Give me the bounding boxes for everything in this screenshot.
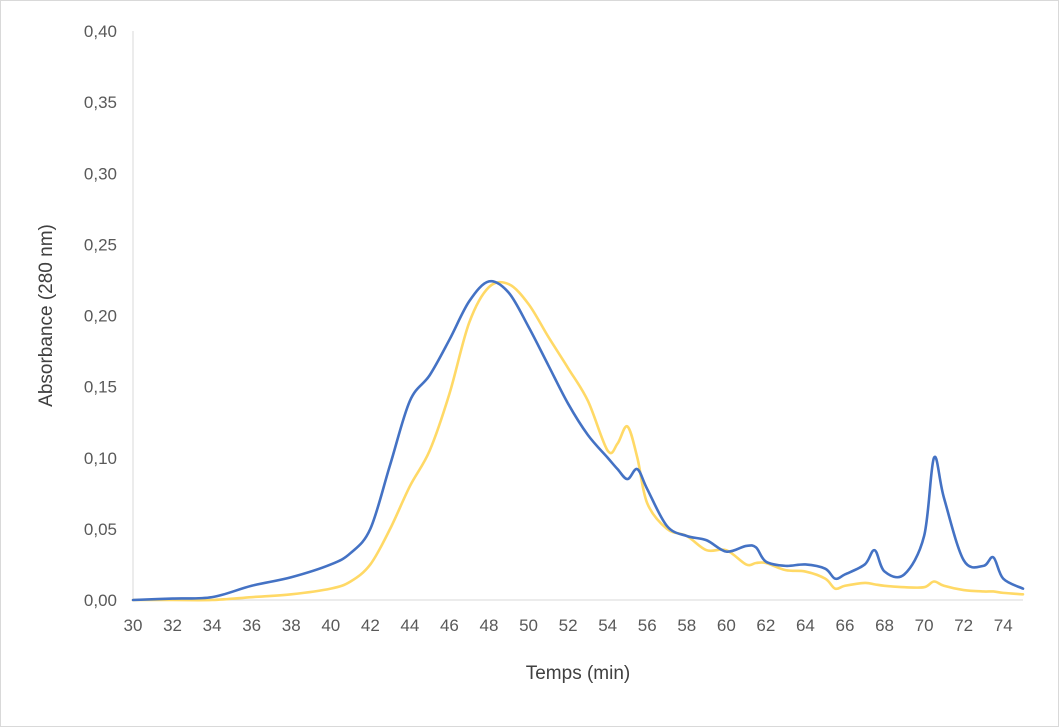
y-tick-label: 0,10: [84, 449, 117, 468]
y-tick-label: 0,05: [84, 520, 117, 539]
y-tick-label: 0,35: [84, 93, 117, 112]
x-tick-label: 72: [954, 616, 973, 635]
x-tick-label: 34: [203, 616, 222, 635]
x-tick-label: 32: [163, 616, 182, 635]
x-tick-label: 52: [559, 616, 578, 635]
x-tick-label: 68: [875, 616, 894, 635]
x-tick-label: 48: [480, 616, 499, 635]
x-tick-label: 50: [519, 616, 538, 635]
x-tick-label: 36: [242, 616, 261, 635]
x-tick-label: 46: [440, 616, 459, 635]
y-tick-label: 0,30: [84, 164, 117, 183]
y-tick-label: 0,20: [84, 307, 117, 326]
y-tick-label: 0,40: [84, 22, 117, 41]
x-tick-label: 74: [994, 616, 1013, 635]
y-tick-label: 0,15: [84, 378, 117, 397]
x-tick-label: 58: [677, 616, 696, 635]
x-tick-label: 62: [756, 616, 775, 635]
x-tick-label: 54: [598, 616, 617, 635]
x-axis-title: Temps (min): [526, 663, 631, 684]
x-tick-label: 38: [282, 616, 301, 635]
x-tick-label: 64: [796, 616, 815, 635]
y-tick-label: 0,25: [84, 235, 117, 254]
x-tick-labels: 30 32 34 36 38 40 42 44 46 48 50 52 54 56 58 60 62 64 66 68…: [124, 616, 1013, 635]
series-lines: [131, 279, 1025, 602]
x-tick-label: 70: [915, 616, 934, 635]
x-tick-label: 40: [321, 616, 340, 635]
y-axis-title: Absorbance (280 nm): [36, 224, 57, 407]
series-line-2: [131, 280, 1025, 602]
y-tick-label: 0,00: [84, 591, 117, 610]
series-line-1: [131, 279, 1025, 602]
y-tick-labels: 0,00 0,05 0,10 0,15 0,20 0,25 0,30 0,35 0,40: [84, 22, 117, 610]
x-tick-label: 42: [361, 616, 380, 635]
x-tick-label: 66: [836, 616, 855, 635]
x-tick-label: 30: [124, 616, 143, 635]
x-tick-label: 56: [638, 616, 657, 635]
x-tick-label: 44: [400, 616, 419, 635]
x-tick-label: 60: [717, 616, 736, 635]
